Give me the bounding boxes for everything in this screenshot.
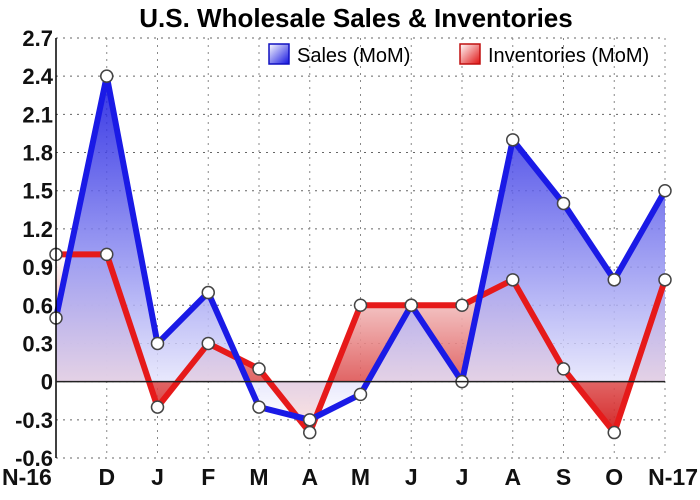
point-inventories bbox=[303, 425, 317, 440]
point-sales bbox=[607, 273, 621, 287]
series-areas bbox=[56, 76, 665, 433]
point-inventories bbox=[658, 273, 672, 287]
chart-title: U.S. Wholesale Sales & Inventories bbox=[139, 3, 572, 33]
point-inventories bbox=[252, 362, 266, 376]
point-sales bbox=[556, 196, 571, 211]
legend: Sales (MoM) Inventories (MoM) bbox=[268, 43, 649, 67]
y-tick-label: 2.1 bbox=[22, 102, 53, 127]
x-tick-label: A bbox=[504, 464, 521, 490]
y-tick-label: -0.3 bbox=[15, 408, 53, 433]
y-tick-label: -0.6 bbox=[15, 446, 53, 471]
area-sales bbox=[56, 76, 665, 420]
point-inventories bbox=[353, 298, 368, 313]
point-sales bbox=[150, 336, 165, 351]
x-tick-label: M bbox=[249, 464, 268, 490]
legend-swatch-inventories bbox=[459, 43, 481, 65]
point-sales bbox=[252, 400, 266, 414]
legend-swatch-sales bbox=[268, 43, 290, 65]
x-tick-label: D bbox=[98, 464, 115, 490]
point-sales bbox=[506, 133, 520, 147]
data-points bbox=[49, 69, 672, 440]
point-inventories bbox=[455, 298, 469, 313]
y-tick-label: 1.8 bbox=[22, 141, 53, 166]
point-inventories bbox=[150, 400, 165, 414]
legend-label-inventories: Inventories (MoM) bbox=[488, 45, 649, 67]
point-sales bbox=[404, 298, 418, 313]
y-tick-label: 1.5 bbox=[22, 179, 53, 204]
y-tick-label: 0 bbox=[41, 370, 53, 395]
y-tick-label: 1.2 bbox=[22, 217, 53, 242]
x-tick-label: J bbox=[151, 464, 164, 490]
y-tick-label: 2.7 bbox=[22, 26, 53, 51]
point-inventories bbox=[556, 362, 571, 376]
x-tick-label: N-16 bbox=[2, 464, 52, 490]
point-inventories bbox=[506, 273, 520, 287]
x-tick-label: S bbox=[556, 464, 571, 490]
x-tick-label: O bbox=[605, 464, 623, 490]
x-tick-label: N-17 bbox=[648, 464, 698, 490]
point-inventories bbox=[100, 247, 114, 262]
y-tick-label: 0.6 bbox=[22, 293, 53, 318]
x-tick-label: M bbox=[351, 464, 370, 490]
point-sales bbox=[100, 69, 114, 83]
x-tick-label: J bbox=[456, 464, 469, 490]
x-tick-label: J bbox=[405, 464, 418, 490]
point-sales bbox=[201, 285, 215, 300]
y-tick-label: 0.3 bbox=[22, 331, 53, 356]
point-sales bbox=[303, 413, 317, 427]
y-tick-label: 2.4 bbox=[22, 64, 53, 89]
y-tick-label: 0.9 bbox=[22, 255, 53, 280]
x-tick-label: A bbox=[301, 464, 318, 490]
point-inventories bbox=[607, 425, 621, 440]
x-axis-ticks: N-16 D J F M A M J J A S O N-17 bbox=[2, 464, 698, 490]
y-axis-ticks: 2.7 2.4 2.1 1.8 1.5 1.2 0.9 0.6 0.3 0 -0.3 -0.6 bbox=[15, 26, 54, 471]
point-sales bbox=[658, 183, 672, 198]
x-tick-label: F bbox=[201, 464, 215, 490]
point-sales bbox=[353, 387, 368, 402]
legend-label-sales: Sales (MoM) bbox=[297, 45, 410, 67]
point-inventories bbox=[201, 336, 215, 351]
